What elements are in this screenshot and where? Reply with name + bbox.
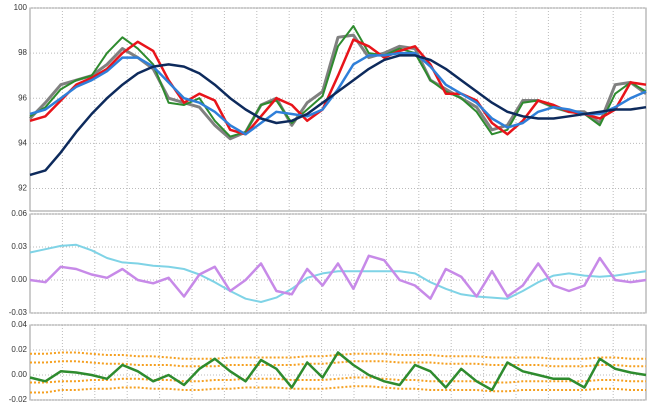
series-line: [30, 376, 646, 384]
series-line: [29, 254, 647, 300]
y-tick-label: 0.00: [11, 275, 27, 284]
y-tick-label: 92: [18, 184, 27, 193]
series-line: [30, 360, 646, 368]
y-tick-label: -0.03: [9, 308, 28, 317]
y-tick-label: 0.02: [11, 345, 27, 354]
series-line: [29, 351, 647, 392]
y-tick-label: 0.00: [11, 370, 27, 379]
series-line: [29, 38, 647, 136]
y-tick-label: 98: [18, 48, 27, 57]
y-tick-label: 94: [18, 138, 27, 147]
series-line: [30, 351, 646, 360]
series-line: [30, 385, 646, 394]
y-tick-label: 96: [18, 93, 27, 102]
y-tick-label: 0.03: [11, 242, 27, 251]
y-tick-label: -0.02: [9, 395, 28, 404]
y-tick-label: 0.04: [11, 320, 27, 329]
series-line: [29, 243, 647, 303]
y-tick-label: 100: [14, 3, 28, 12]
series-line: [29, 54, 647, 177]
series-line: [29, 51, 647, 136]
y-tick-label: 0.06: [11, 209, 27, 218]
